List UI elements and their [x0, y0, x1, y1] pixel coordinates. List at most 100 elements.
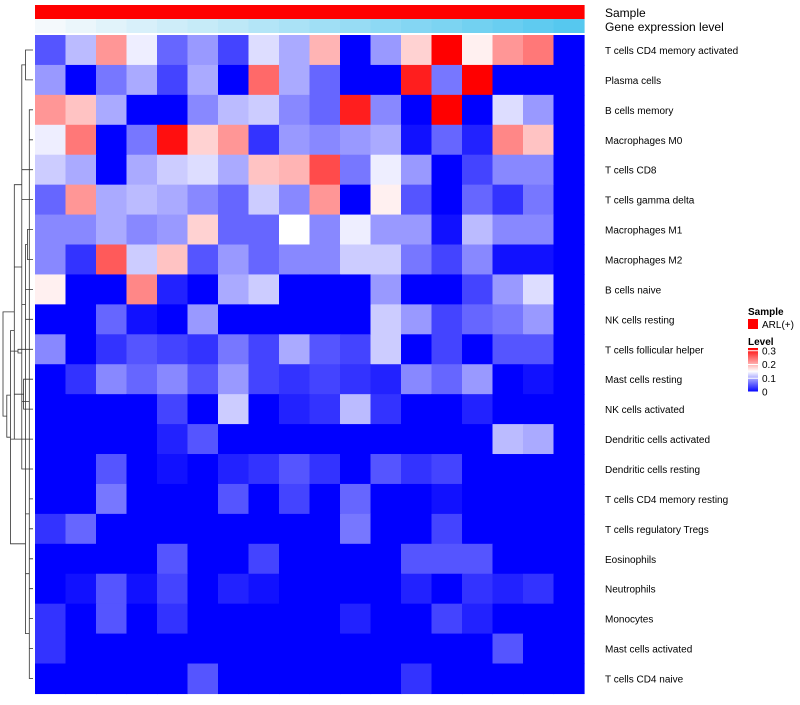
heatmap-cell [96, 64, 128, 96]
heatmap-cell [401, 454, 433, 485]
heatmap-cell [492, 184, 524, 216]
heatmap-cell [492, 573, 524, 605]
heatmap-cell [187, 424, 219, 455]
heatmap-cell [35, 124, 67, 156]
heatmap-cell [431, 394, 463, 425]
heatmap-cell [401, 543, 433, 575]
heatmap-cell [492, 334, 524, 365]
heatmap-cell [370, 124, 402, 156]
heatmap-cell [279, 364, 311, 395]
heatmap-cell [431, 94, 463, 126]
heatmap-cell [462, 244, 494, 276]
level-legend: Level 0 0.1 0.2 0.3 [748, 337, 776, 399]
heatmap-cell [126, 543, 158, 575]
heatmap-cell [218, 424, 250, 455]
row-label: Macrophages M0 [605, 136, 683, 147]
heatmap-cell [553, 394, 585, 425]
sample-track-cell [553, 5, 585, 19]
heatmap-cell [492, 603, 524, 635]
heatmap-cell [553, 334, 585, 365]
heatmap-cell [248, 394, 280, 425]
heatmap-cell [35, 454, 67, 485]
heatmap-cell [401, 244, 433, 276]
heatmap-cell [157, 603, 189, 635]
heatmap-cell [65, 573, 97, 605]
heatmap-cell [401, 94, 433, 126]
heatmap-cell [96, 424, 128, 455]
heatmap-cell [492, 394, 524, 425]
heatmap-cell [523, 184, 555, 216]
heatmap-cell [248, 364, 280, 395]
heatmap-cell [126, 603, 158, 635]
heatmap-cell [401, 573, 433, 605]
heatmap-cell [523, 154, 555, 186]
heatmap-cell [65, 633, 97, 665]
heatmap-cell [370, 334, 402, 365]
heatmap-cell [340, 94, 372, 126]
heatmap-cell [553, 633, 585, 665]
heatmap-cell [370, 633, 402, 665]
heatmap-cell [187, 663, 219, 695]
heatmap-cell [492, 663, 524, 695]
expression-track-cell [126, 19, 158, 33]
heatmap-cell [553, 94, 585, 126]
row-label: T cells regulatory Tregs [605, 525, 709, 536]
heatmap-cell [340, 573, 372, 605]
heatmap-cell [157, 663, 189, 695]
heatmap-cell [462, 454, 494, 485]
heatmap-cell [187, 154, 219, 186]
row-dendrogram [2, 49, 33, 679]
heatmap-cell [431, 154, 463, 186]
heatmap-cell [279, 454, 311, 485]
heatmap-cell [187, 364, 219, 395]
heatmap-cell [553, 64, 585, 96]
heatmap-cell [462, 424, 494, 455]
heatmap-cell [187, 513, 219, 545]
sample-track-cell [35, 5, 67, 19]
row-label: Mast cells activated [605, 645, 692, 656]
heatmap-cell [523, 573, 555, 605]
heatmap-cell [523, 454, 555, 485]
heatmap-cell [187, 603, 219, 635]
heatmap-cell [340, 124, 372, 156]
heatmap-cell [157, 244, 189, 276]
heatmap-cell [492, 244, 524, 276]
heatmap-cell [96, 483, 128, 515]
heatmap-cell [35, 94, 67, 126]
heatmap-cell [523, 334, 555, 365]
heatmap-cell [157, 274, 189, 305]
heatmap-cell [309, 334, 341, 365]
expression-track-cell [35, 19, 67, 33]
heatmap-cell [370, 214, 402, 246]
heatmap-cell [96, 154, 128, 186]
heatmap-cell [431, 244, 463, 276]
heatmap-cell [126, 274, 158, 305]
heatmap-cell [248, 124, 280, 156]
heatmap-cell [126, 454, 158, 485]
heatmap-cell [370, 454, 402, 485]
heatmap-cell [96, 454, 128, 485]
heatmap-cell [492, 124, 524, 156]
heatmap-cell [157, 633, 189, 665]
heatmap-cell [431, 573, 463, 605]
heatmap-cell [279, 424, 311, 455]
heatmap-cell [96, 214, 128, 246]
heatmap-cell [65, 184, 97, 216]
heatmap-cell [187, 334, 219, 365]
sample-track-cell [523, 5, 555, 19]
heatmap-cell [462, 304, 494, 335]
heatmap-cell [279, 573, 311, 605]
heatmap-cell [523, 124, 555, 156]
expression-track-cell [431, 19, 463, 33]
heatmap-cell [65, 543, 97, 575]
heatmap-cells [35, 35, 585, 695]
heatmap-cell [462, 603, 494, 635]
heatmap-cell [279, 214, 311, 246]
sample-track-cell [157, 5, 189, 19]
heatmap-cell [35, 513, 67, 545]
heatmap-cell [157, 184, 189, 216]
heatmap-cell [279, 394, 311, 425]
row-label: T cells CD8 [605, 166, 657, 177]
heatmap-cell [401, 603, 433, 635]
